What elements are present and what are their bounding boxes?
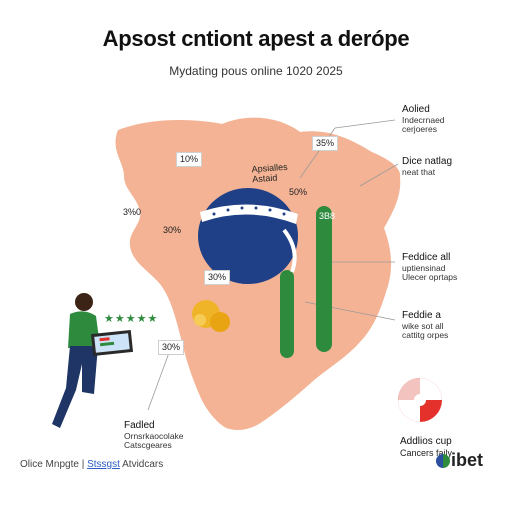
percent-badge: 30%: [163, 225, 182, 235]
ball-caption: Apsialles Astaid: [251, 162, 288, 185]
annotation-text: neat that: [402, 166, 436, 177]
annotation-heading: Aolied: [402, 104, 430, 115]
footer-text: Olice Mnpgte: [20, 459, 79, 470]
coin-caption-heading: Addlios cup: [400, 436, 452, 447]
annotation-text: cattitg orpes: [402, 330, 449, 341]
percent-badge: 30%: [204, 270, 231, 285]
percent-badge: 10%: [176, 152, 203, 167]
coin-stack-graphic: [192, 300, 230, 332]
green-bar: [316, 206, 332, 352]
star-icon: ★: [114, 313, 126, 325]
ball-graphic: [198, 188, 298, 284]
green-bar: [280, 270, 294, 358]
percent-badge: 35%: [312, 136, 339, 151]
annotation-heading: Fadled: [124, 420, 155, 431]
annotation-heading: Feddice all: [402, 252, 451, 263]
page-title: Apsost cntiont apest a derópe: [102, 26, 410, 51]
leader-line: [359, 163, 399, 187]
coin-caption: Addlios cup Cancers faily: [400, 436, 452, 458]
percent-badge: 30%: [158, 340, 185, 355]
annotation-text: Ulecer oprtaps: [402, 272, 458, 283]
footer-text: Atvidcars: [122, 459, 164, 470]
page-subtitle: Mydating pous online 1020 2025: [169, 64, 343, 78]
percent-badge: 3%0: [123, 207, 142, 217]
leader-line: [334, 119, 396, 129]
percent-badge: 50%: [289, 187, 308, 197]
star-icon: ★: [147, 313, 159, 325]
footer: Olice Mnpgte | Stssgst Atvidcars: [20, 459, 163, 470]
annotation-text: Ornsrkaocolake: [124, 430, 184, 441]
leader-line: [147, 349, 171, 411]
footer-separator: |: [81, 459, 85, 470]
annotation-note: Fadled Ornsrkaocolake Catscgeares: [124, 420, 184, 451]
annotation-note: Feddie a wike sot all cattitg orpes: [402, 310, 448, 341]
footer-link[interactable]: Stssgst: [87, 459, 120, 470]
annotation-text: Catscgeares: [124, 440, 172, 451]
brand-mark-icon: [436, 453, 450, 468]
percent-badge: 3B8: [319, 211, 336, 221]
annotation-note: Dice natlag neat that: [402, 156, 452, 177]
annotation-text: wike sot all: [402, 320, 444, 331]
star-icon: ★: [125, 313, 137, 325]
brand-name: ibet: [451, 450, 484, 470]
annotation-text: cerjoeres: [402, 124, 437, 135]
star-rating: ★★★★★: [104, 312, 158, 325]
swirl-coin-graphic: [398, 378, 442, 422]
annotation-heading: Feddie a: [402, 310, 441, 321]
coin-caption-text: Cancers faily: [400, 447, 453, 458]
annotation-note: Aolied Indecrnaed cerjoeres: [402, 104, 445, 135]
star-icon: ★: [104, 313, 115, 325]
annotation-heading: Dice natlag: [402, 156, 453, 167]
brand-logo[interactable]: ibet: [436, 450, 483, 471]
star-icon: ★: [136, 313, 148, 325]
annotation-note: Feddice all uptiensinad Ulecer oprtaps: [402, 252, 457, 283]
annotation-text: Indecrnaed: [402, 114, 445, 125]
annotation-text: uptiensinad: [402, 262, 446, 273]
person-illustration: [52, 293, 134, 428]
